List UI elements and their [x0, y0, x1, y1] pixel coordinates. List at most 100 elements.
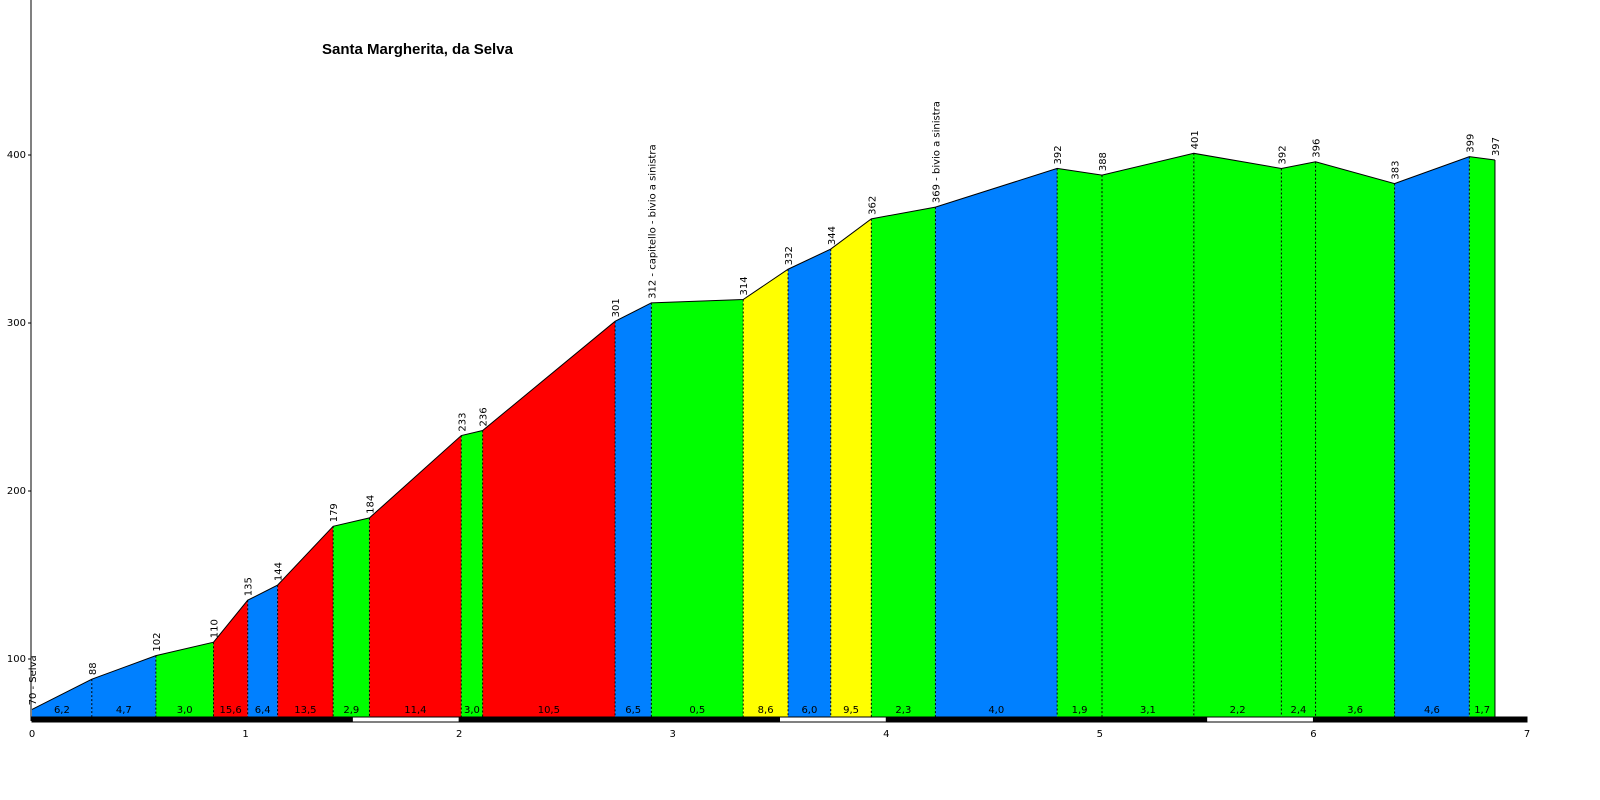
- grade-label: 4,6: [1424, 705, 1440, 716]
- gradient-segment: [247, 585, 278, 717]
- elevation-label: 399: [1465, 134, 1476, 153]
- grade-label: 8,6: [758, 705, 774, 716]
- grade-label: 2,3: [895, 705, 911, 716]
- grade-label: 13,5: [294, 705, 316, 716]
- grade-label: 0,5: [689, 705, 705, 716]
- y-tick-label: 400: [7, 150, 26, 161]
- gradient-segment: [1193, 153, 1282, 717]
- grade-labels: 6,2 4,7 3,0 15,6 6,4 13,5 2,9 11,4 3,0 10,5 6,5 0,5…: [54, 705, 1490, 716]
- x-axis-bar-dark: [1099, 717, 1207, 722]
- elevation-label: 184: [365, 495, 376, 514]
- axes: 100 200 300 400 0 1 2 3 4 5 6 7: [7, 0, 1530, 740]
- gradient-segment: [743, 269, 789, 717]
- y-tick-label: 100: [7, 654, 26, 665]
- gradient-segment: [213, 600, 248, 717]
- elevation-label: 396: [1312, 139, 1323, 158]
- x-axis-bar-segment: [1206, 716, 1314, 723]
- x-tick-label: 4: [883, 729, 889, 740]
- grade-label: 2,9: [343, 705, 359, 716]
- elevation-label: 236: [479, 407, 490, 426]
- grade-label: 4,7: [116, 705, 132, 716]
- gradient-segment: [1101, 153, 1194, 717]
- x-tick-label: 5: [1097, 729, 1103, 740]
- grade-label: 3,0: [177, 705, 193, 716]
- elevation-label: 362: [867, 196, 878, 215]
- elevation-label: 135: [244, 577, 255, 596]
- elevation-label: 388: [1098, 152, 1109, 171]
- grade-label: 3,1: [1140, 705, 1156, 716]
- grade-label: 4,0: [988, 705, 1004, 716]
- x-axis-bar-dark: [672, 717, 780, 722]
- x-axis-bar-segment: [565, 716, 674, 723]
- x-axis-bar-segment: [351, 716, 460, 723]
- gradient-segment: [155, 642, 214, 717]
- x-axis-bar-segment: [992, 716, 1101, 723]
- elevation-label: 102: [152, 633, 163, 652]
- gradient-segment: [32, 679, 92, 717]
- gradient-segment: [277, 526, 334, 717]
- grade-label: 6,0: [801, 705, 817, 716]
- gradient-segment: [651, 299, 744, 717]
- gradient-segment: [91, 655, 156, 717]
- elevation-label: 144: [274, 562, 285, 581]
- grade-label: 15,6: [219, 705, 241, 716]
- elevation-label: 179: [329, 503, 340, 522]
- grade-label: 6,4: [255, 705, 271, 716]
- gradient-segments: [32, 153, 1495, 718]
- grade-label: 11,4: [404, 705, 426, 716]
- gradient-segment: [369, 435, 462, 717]
- elevation-label: 70 - Selva: [28, 655, 39, 705]
- elevation-label: 332: [784, 246, 795, 265]
- x-tick-label: 2: [456, 729, 462, 740]
- x-axis-bar-dark: [886, 717, 994, 722]
- grade-label: 9,5: [843, 705, 859, 716]
- elevation-label: 397: [1491, 137, 1502, 156]
- grade-label: 2,4: [1291, 705, 1307, 716]
- elevation-label: 392: [1053, 145, 1064, 164]
- segment-dividers: [91, 153, 1496, 717]
- gradient-segment: [935, 168, 1058, 717]
- gradient-segment: [461, 430, 483, 717]
- grade-label: 3,6: [1347, 705, 1363, 716]
- grade-label: 1,9: [1072, 705, 1088, 716]
- elevation-label: 392: [1277, 145, 1288, 164]
- x-axis-bar-segment: [138, 716, 247, 723]
- elevation-label: 314: [739, 276, 750, 295]
- gradient-segment: [1469, 156, 1495, 717]
- elevation-label: 301: [611, 298, 622, 317]
- elevation-label: 369 - bivio a sinistra: [931, 101, 942, 203]
- elevation-label: 401: [1190, 130, 1201, 149]
- gradient-segment: [788, 249, 831, 717]
- gradient-segment: [615, 302, 652, 717]
- gradient-segment: [1281, 161, 1316, 718]
- x-tick-label: 7: [1524, 729, 1530, 740]
- x-axis-bar-segment: [1419, 716, 1528, 723]
- x-axis-bar-segment: [779, 716, 887, 723]
- x-tick-label: 3: [670, 729, 676, 740]
- profile-outline: [31, 152, 1496, 710]
- elevation-label: 383: [1391, 160, 1402, 179]
- gradient-segment: [482, 321, 616, 717]
- elevation-label: 88: [88, 662, 99, 675]
- grade-label: 1,7: [1474, 705, 1490, 716]
- gradient-segment: [830, 218, 872, 717]
- x-tick-label: 0: [29, 729, 35, 740]
- x-axis-bar-dark: [32, 717, 139, 722]
- gradient-segment: [871, 207, 936, 717]
- gradient-segment: [1315, 161, 1395, 718]
- elevation-label: 110: [210, 619, 221, 638]
- x-axis-bar-dark: [1313, 717, 1421, 722]
- x-tick-label: 1: [242, 729, 248, 740]
- chart-title: Santa Margherita, da Selva: [322, 41, 514, 58]
- gradient-segment: [333, 517, 370, 717]
- x-axis-bar-dark: [245, 717, 353, 722]
- grade-label: 10,5: [538, 705, 560, 716]
- elevation-label: 233: [457, 412, 468, 431]
- elevation-labels: 70 - Selva 88 102 110 135 144 179 184 233 236 301 3…: [28, 101, 1502, 705]
- grade-label: 6,2: [54, 705, 70, 716]
- y-tick-label: 300: [7, 318, 26, 329]
- y-tick-label: 200: [7, 486, 26, 497]
- x-tick-label: 6: [1310, 729, 1316, 740]
- grade-label: 3,0: [464, 705, 480, 716]
